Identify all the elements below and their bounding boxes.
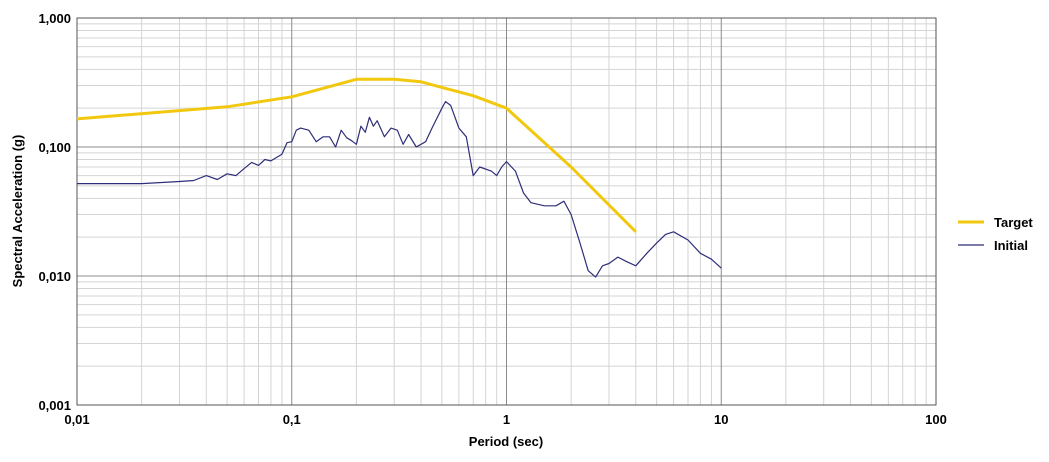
y-tick-label: 1,000 [38,11,71,26]
y-tick-label: 0,010 [38,269,71,284]
legend-label-target: Target [994,215,1033,230]
x-tick-label: 0,01 [64,412,89,427]
y-tick-label: 0,001 [38,398,71,413]
x-tick-label: 0,1 [283,412,301,427]
x-axis-title: Period (sec) [469,434,543,449]
series-line-target [76,77,637,233]
y-tick-labels: 0,001 0,010 0,100 1,000 [38,11,71,413]
plot-border [76,17,937,406]
legend: Target Initial [958,215,1033,253]
y-tick-label: 0,100 [38,140,71,155]
legend-label-initial: Initial [994,238,1028,253]
x-tick-label: 1 [503,412,510,427]
series-line-initial [77,100,722,278]
major-grid [77,18,936,405]
x-tick-labels: 0,01 0,1 1 10 100 [64,412,947,427]
series-layer [76,77,722,278]
y-axis-title: Spectral Acceleration (g) [10,135,25,288]
x-tick-label: 10 [714,412,728,427]
x-tick-label: 100 [925,412,947,427]
